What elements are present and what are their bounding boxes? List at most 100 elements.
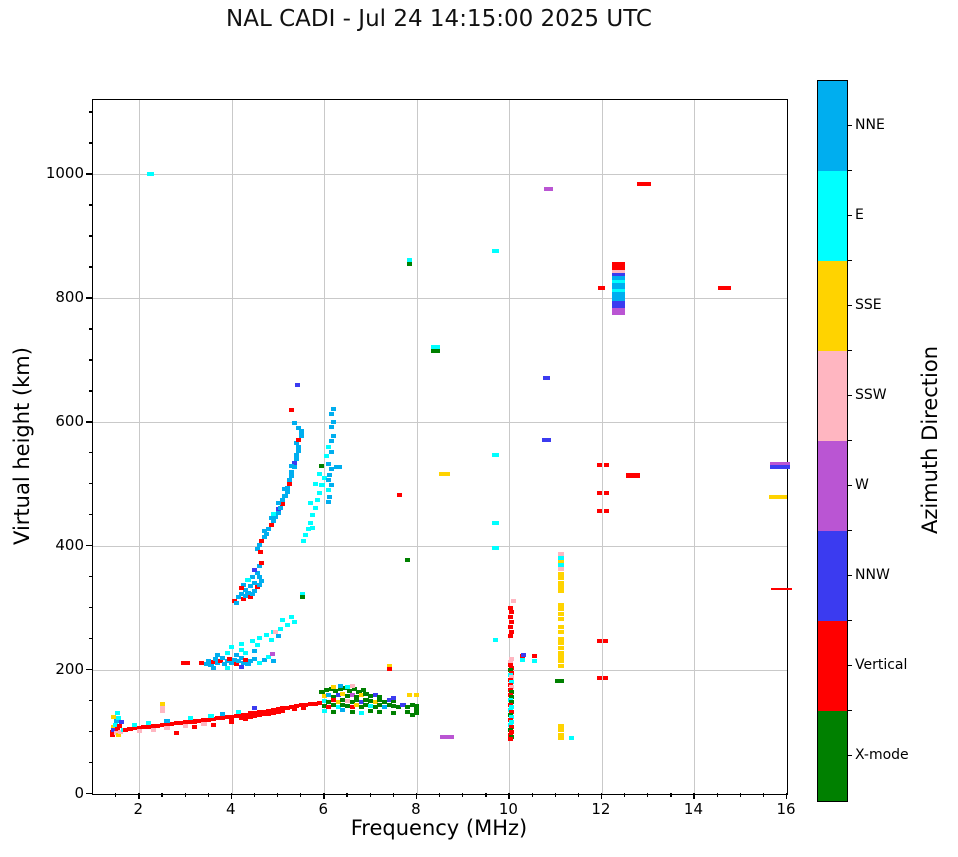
data-point	[307, 500, 313, 505]
y-axis-minor-tick	[88, 452, 92, 454]
x-tick-label: 8	[411, 800, 421, 818]
data-point	[557, 602, 565, 607]
data-point	[319, 483, 325, 488]
data-point	[247, 584, 253, 589]
data-point	[310, 525, 316, 530]
x-axis-minor-tick	[647, 793, 649, 797]
data-point	[236, 594, 242, 599]
x-axis-minor-tick	[577, 793, 580, 797]
colorbar-segment-w	[818, 441, 847, 531]
data-point	[509, 710, 515, 715]
data-point	[247, 711, 253, 716]
data-point	[557, 650, 565, 655]
data-point	[507, 692, 513, 697]
x-axis-tick	[415, 793, 418, 799]
data-point	[224, 715, 230, 720]
data-point	[238, 664, 244, 669]
data-point	[280, 497, 286, 502]
colorbar-tick	[847, 485, 852, 487]
data-point	[557, 572, 565, 577]
data-point	[317, 700, 323, 705]
data-point	[250, 638, 256, 643]
data-point	[492, 545, 499, 550]
data-point	[507, 668, 513, 673]
y-axis-minor-tick	[88, 638, 92, 640]
data-point	[324, 687, 330, 692]
y-axis-minor-tick	[88, 328, 92, 330]
data-point	[312, 505, 318, 510]
data-point	[326, 488, 332, 493]
data-point	[557, 567, 565, 572]
data-point	[596, 509, 603, 514]
data-point	[507, 717, 513, 722]
data-point	[509, 730, 515, 735]
colorbar-tick	[847, 395, 852, 397]
data-point	[261, 528, 267, 533]
data-point	[291, 707, 297, 712]
data-point	[182, 723, 189, 728]
data-point	[611, 265, 625, 270]
colorbar-segment-vertical	[818, 621, 847, 711]
data-point	[270, 519, 276, 524]
data-point	[507, 673, 513, 678]
data-point	[414, 692, 420, 697]
data-point	[335, 693, 341, 698]
data-point	[557, 723, 565, 728]
data-point	[217, 658, 223, 663]
data-point	[363, 692, 369, 697]
data-point	[328, 449, 334, 454]
data-point	[263, 632, 270, 637]
data-point	[321, 694, 327, 699]
data-point	[509, 680, 515, 685]
data-point	[159, 722, 165, 727]
colorbar-category-label: NNW	[855, 567, 890, 583]
data-point	[169, 721, 175, 726]
y-tick-label: 800	[55, 288, 84, 307]
y-axis-minor-tick	[88, 762, 92, 764]
data-point	[277, 626, 283, 631]
data-point	[331, 420, 337, 425]
colorbar-segment-e	[818, 171, 847, 261]
data-point	[557, 563, 565, 568]
data-point	[280, 617, 286, 622]
data-point	[349, 692, 355, 697]
data-point	[557, 585, 565, 590]
colorbar-segment-sse	[818, 261, 847, 351]
y-tick-label: 0	[74, 784, 84, 802]
gridline-x	[231, 100, 233, 794]
x-axis-tick	[323, 793, 325, 799]
data-point	[147, 172, 155, 177]
data-point	[328, 467, 334, 472]
y-tick-label: 200	[55, 660, 84, 679]
data-point	[395, 705, 401, 710]
data-point	[275, 707, 281, 712]
gridline-x	[601, 100, 603, 794]
data-point	[507, 633, 513, 638]
data-point	[626, 473, 641, 478]
data-point	[294, 383, 301, 388]
plot-title: NAL CADI - Jul 24 14:15:00 2025 UTC	[226, 6, 652, 32]
colorbar-tick	[847, 755, 852, 757]
gridline-x	[509, 100, 511, 794]
data-point	[136, 728, 142, 733]
data-point	[354, 703, 360, 708]
data-point	[298, 433, 304, 438]
data-point	[305, 526, 311, 531]
data-point	[326, 499, 332, 504]
data-point	[300, 705, 307, 710]
x-axis-tick	[786, 793, 788, 799]
data-point	[252, 706, 258, 711]
data-point	[372, 705, 378, 710]
data-point	[215, 653, 221, 658]
data-point	[557, 732, 565, 737]
colorbar-category-label: W	[855, 477, 869, 493]
data-point	[603, 509, 610, 514]
data-point	[159, 702, 165, 707]
y-axis-minor-tick	[88, 204, 92, 206]
data-point	[358, 699, 364, 704]
gridline-y	[93, 422, 787, 424]
data-point	[326, 700, 332, 705]
data-point	[557, 559, 565, 564]
data-point	[310, 513, 316, 518]
data-point	[112, 722, 118, 727]
